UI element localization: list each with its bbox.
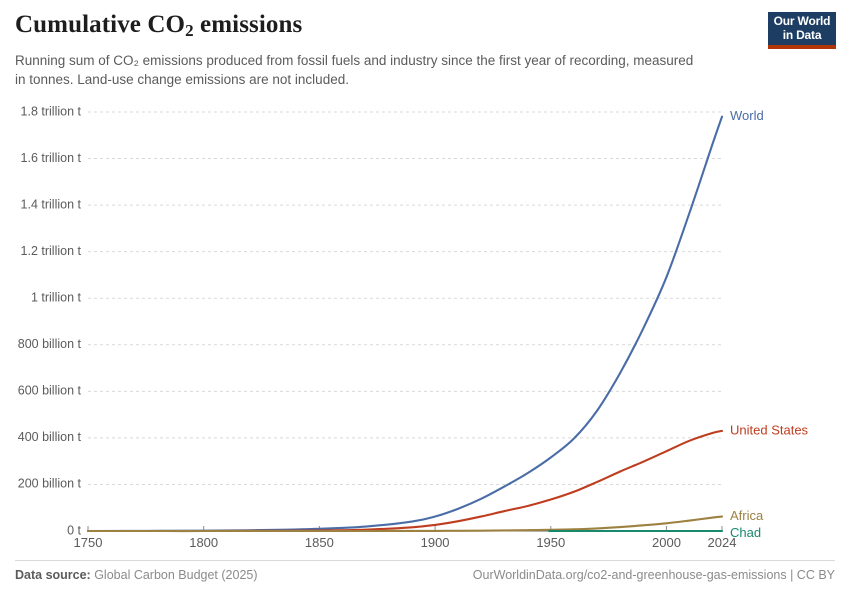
subtitle-part-b: emissions produced from fossil fuels and… bbox=[15, 53, 694, 87]
gridlines bbox=[88, 111, 722, 485]
series-inline-labels: World United States Africa Chad bbox=[730, 108, 809, 540]
y-tick-label: 600 billion t bbox=[18, 384, 82, 398]
x-tick-label: 1950 bbox=[536, 535, 565, 550]
title-subscript: 2 bbox=[185, 21, 194, 40]
series-label-chad[interactable]: Chad bbox=[730, 525, 761, 540]
y-axis-tick-labels: 0 t 200 billion t 400 billion t 600 billion… bbox=[18, 104, 82, 537]
x-axis bbox=[87, 526, 723, 532]
y-tick-label: 400 billion t bbox=[18, 430, 82, 444]
data-source-label: Data source: bbox=[15, 568, 91, 582]
y-tick-label: 1.6 trillion t bbox=[21, 151, 82, 165]
y-tick-label: 200 billion t bbox=[18, 477, 82, 491]
series-label-africa[interactable]: Africa bbox=[730, 508, 764, 523]
our-world-in-data-logo[interactable]: Our World in Data bbox=[768, 12, 836, 49]
logo-line-2: in Data bbox=[782, 27, 822, 42]
y-tick-label: 800 billion t bbox=[18, 337, 82, 351]
subtitle-subscript: ₂ bbox=[133, 53, 139, 68]
chart-subtitle: Running sum of CO₂ emissions produced fr… bbox=[15, 51, 695, 89]
title-main: Cumulative CO bbox=[15, 11, 186, 38]
title-tail: emissions bbox=[193, 11, 303, 38]
data-series-lines bbox=[86, 115, 724, 533]
x-axis-tick-labels: 1750 1800 1850 1900 1950 2000 2024 bbox=[74, 535, 737, 550]
y-tick-label: 0 t bbox=[67, 523, 81, 537]
data-source-note: Data source: Global Carbon Budget (2025) bbox=[15, 568, 258, 582]
series-label-united-states[interactable]: United States bbox=[730, 422, 809, 437]
data-source-value: Global Carbon Budget (2025) bbox=[90, 568, 258, 582]
y-tick-label: 1.2 trillion t bbox=[21, 244, 82, 258]
footer-divider bbox=[15, 560, 835, 561]
series-line-united-states bbox=[86, 429, 724, 533]
series-line-world bbox=[86, 115, 724, 533]
x-tick-label: 1750 bbox=[74, 535, 103, 550]
chart-header: Cumulative CO2 emissions Running sum of … bbox=[15, 10, 715, 89]
chart-footer: Data source: Global Carbon Budget (2025)… bbox=[15, 568, 835, 590]
y-tick-label: 1.4 trillion t bbox=[21, 197, 82, 211]
source-url-link[interactable]: OurWorldinData.org/co2-and-greenhouse-ga… bbox=[472, 568, 835, 582]
logo-line-1: Our World bbox=[773, 14, 831, 28]
x-tick-label: 1850 bbox=[305, 535, 334, 550]
x-tick-label: 2024 bbox=[708, 535, 737, 550]
x-tick-label: 2000 bbox=[652, 535, 681, 550]
x-tick-label: 1900 bbox=[421, 535, 450, 550]
y-tick-label: 1.8 trillion t bbox=[21, 104, 82, 118]
y-tick-label: 1 trillion t bbox=[31, 291, 82, 305]
series-line-africa bbox=[86, 515, 724, 533]
subtitle-part-a: Running sum of CO bbox=[15, 53, 134, 68]
series-label-world[interactable]: World bbox=[730, 108, 764, 123]
x-tick-label: 1800 bbox=[189, 535, 218, 550]
page-title: Cumulative CO2 emissions bbox=[15, 10, 715, 42]
